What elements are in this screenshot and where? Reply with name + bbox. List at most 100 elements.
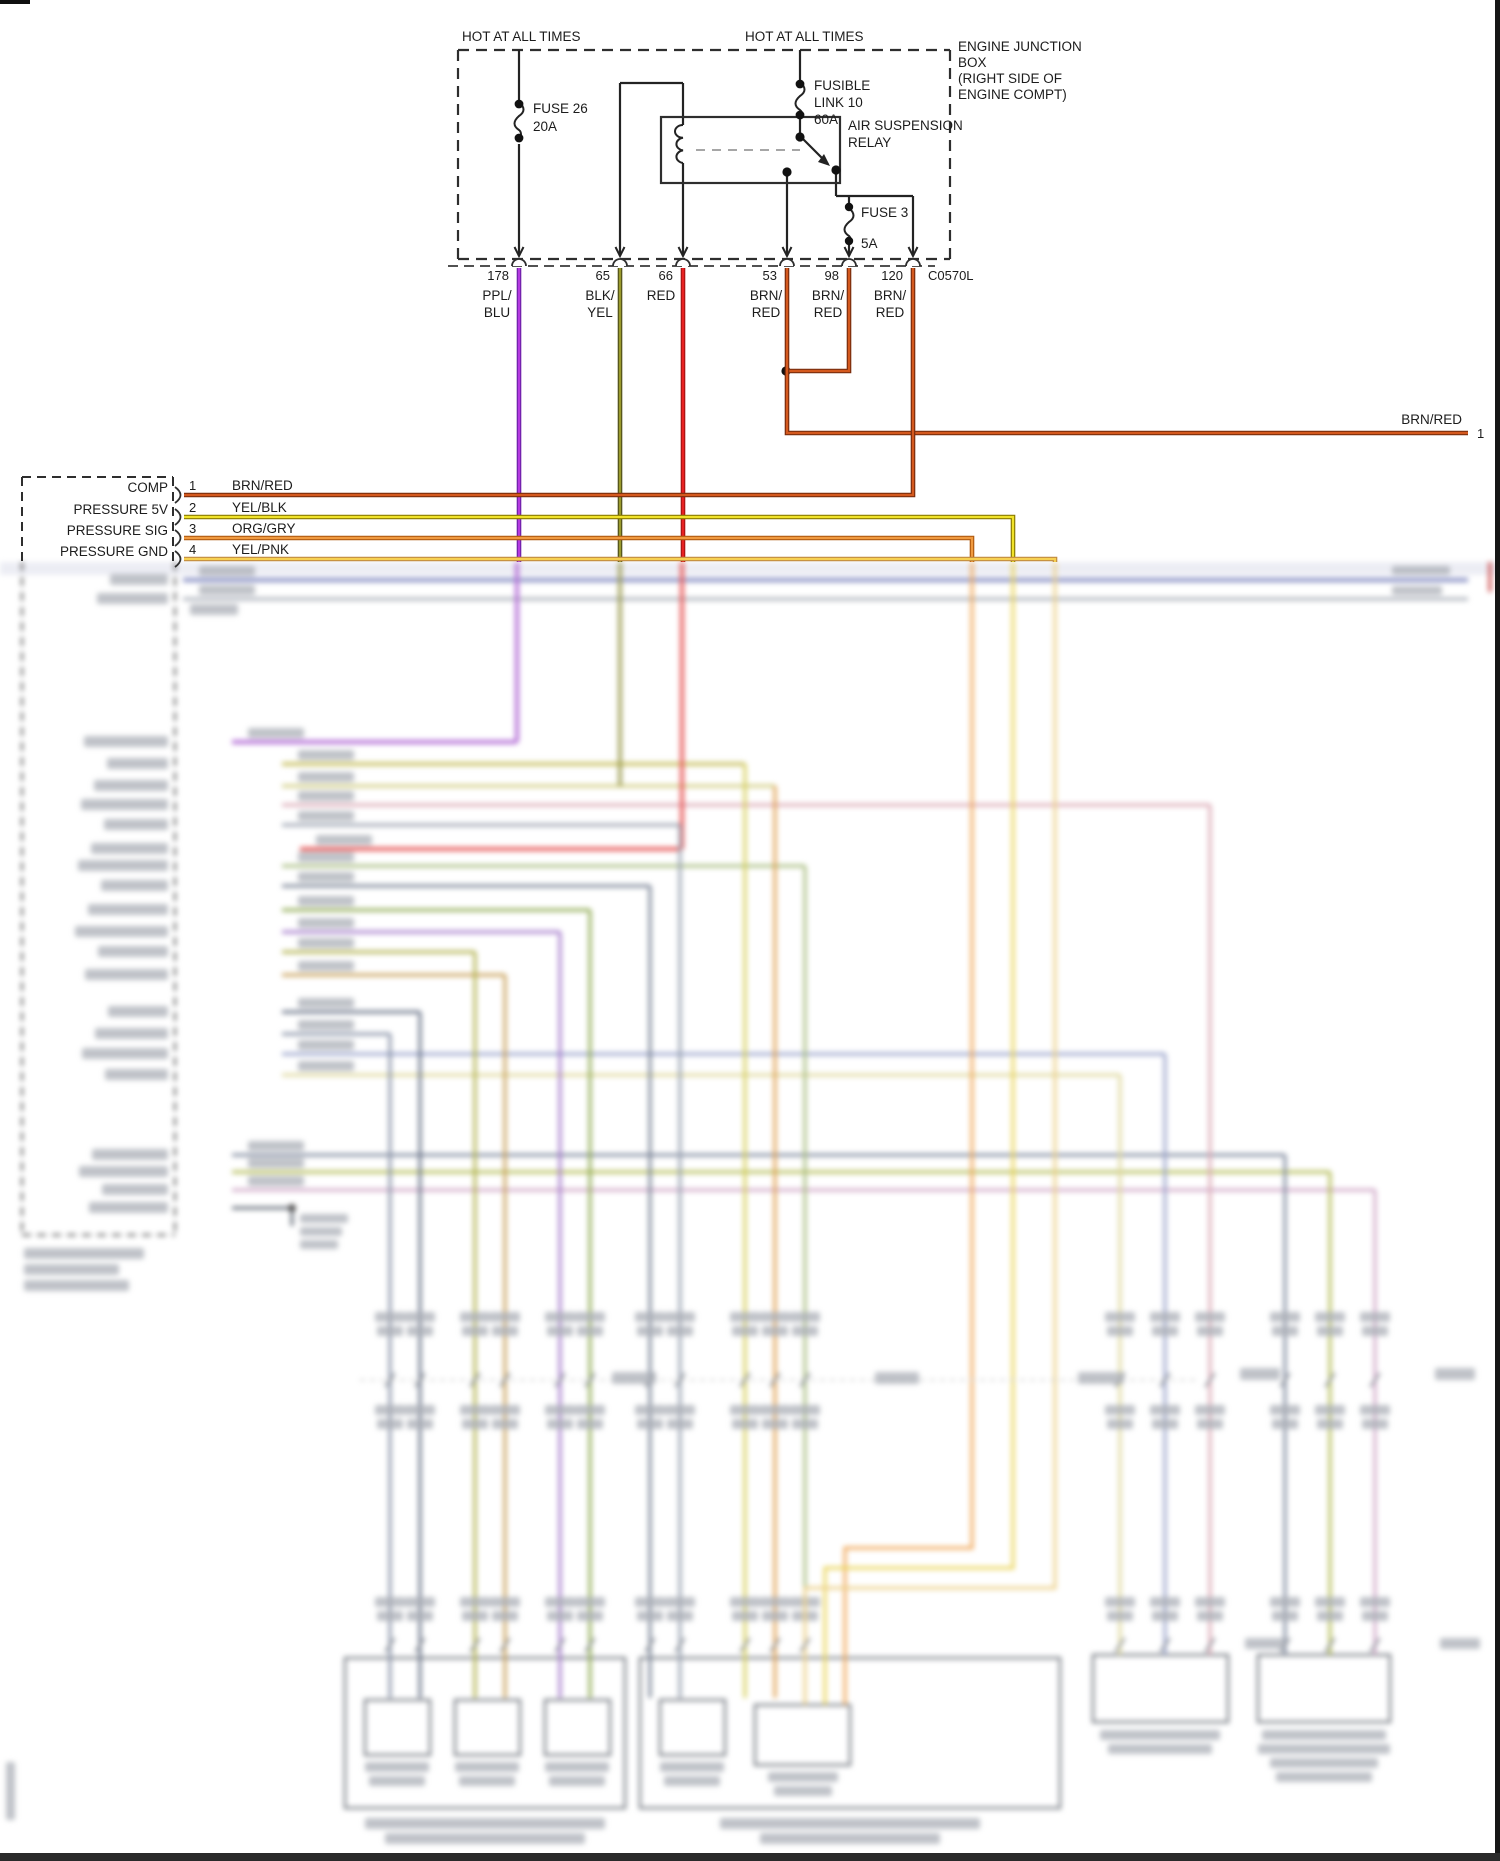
blurred-text-blob (75, 926, 168, 937)
blurred-text-blob (667, 1611, 693, 1621)
blurred-text-blob (1392, 586, 1442, 595)
blurred-text-blob (248, 1176, 304, 1186)
inline-connector-slash (1369, 1637, 1381, 1653)
module-wire-3-color: ORG/GRY (232, 521, 296, 536)
blurred-text-blob (635, 1597, 665, 1607)
blurred-text-blob (190, 604, 238, 615)
blurred-text-blob (79, 1166, 168, 1177)
blurred-text-blob (102, 1184, 168, 1195)
blurred-text-blob (575, 1405, 605, 1415)
blurred-text-blob (1315, 1597, 1345, 1607)
pin-66: 66 (659, 268, 673, 283)
blurred-text-blob (248, 1158, 304, 1168)
blurred-text-blob (1317, 1326, 1343, 1336)
blurred-text-blob (1258, 1744, 1390, 1754)
blurred-text-blob (792, 1419, 818, 1429)
blurred-text-blob (405, 1405, 435, 1415)
module-pin-pressure-5v: PRESSURE 5V (73, 502, 168, 517)
module-pin-2-number: 2 (189, 500, 196, 515)
blurred-text-blob (377, 1326, 403, 1336)
blurred-text-blob (316, 835, 372, 845)
blurred-text-blob (1152, 1326, 1178, 1336)
blurred-text-blob (1360, 1312, 1390, 1322)
relay-switch-arrowhead (818, 154, 830, 166)
blurred-text-blob (1105, 1597, 1135, 1607)
blurred-text-blob (455, 1762, 519, 1772)
blurred-text-blob (637, 1326, 663, 1336)
blurred-text-blob (298, 961, 354, 971)
wire-path (843, 562, 974, 1705)
blurred-text-blob (730, 1597, 760, 1607)
blurred-text-blob (492, 1326, 518, 1336)
blurred-text-blob (89, 1202, 168, 1213)
blurred-text-blob (667, 1419, 693, 1429)
blurred-text-blob (730, 1405, 760, 1415)
inline-connector-slash (554, 1372, 566, 1388)
junction-box-label-4: ENGINE COMPT) (958, 87, 1067, 102)
blurred-text-blob (1317, 1611, 1343, 1621)
blurred-text-blob (199, 585, 255, 595)
blurred-text-blob (768, 1772, 838, 1782)
blurred-text-blob (1315, 1405, 1345, 1415)
blurred-text-blob (1362, 1611, 1388, 1621)
blurred-text-blob (637, 1611, 663, 1621)
blurred-text-blob (1240, 1368, 1280, 1380)
blurred-text-blob (298, 918, 354, 928)
blurred-text-blob (298, 791, 354, 801)
module-box-outline (21, 476, 174, 562)
module-pin-1-number: 1 (189, 478, 196, 493)
junction-dot (288, 1204, 296, 1212)
wire-color-98-2: RED (814, 305, 843, 320)
blurred-text-blob (407, 1326, 433, 1336)
junction-box-label-2: BOX (958, 55, 987, 70)
blurred-text-blob (1360, 1405, 1390, 1415)
blurred-text-blob (547, 1419, 573, 1429)
blurred-text-blob (369, 1776, 425, 1786)
blurred-text-blob (1440, 1638, 1480, 1649)
wire-path (823, 562, 1015, 1705)
blurred-text-blob (665, 1405, 695, 1415)
blurred-text-blob (377, 1611, 403, 1621)
inline-connector-slash (1324, 1637, 1336, 1653)
blurred-text-blob (375, 1405, 405, 1415)
pin-53: 53 (763, 268, 777, 283)
blurred-text-blob (298, 1061, 354, 1071)
blurred-text-blob (1435, 1368, 1475, 1380)
blurred-text-blob (298, 811, 354, 821)
blurred-text-blob (1272, 1326, 1298, 1336)
blurred-text-blob (730, 1312, 760, 1322)
relay-label-1: AIR SUSPENSION (848, 118, 963, 133)
blurred-text-blob (1150, 1405, 1180, 1415)
blurred-text-blob (94, 780, 168, 791)
wire-color-53-1: BRN/ (750, 288, 783, 303)
blurred-text-blob (1100, 1730, 1220, 1740)
blurred-text-blob (365, 1762, 429, 1772)
hot-at-all-times-right: HOT AT ALL TIMES (745, 29, 864, 44)
inline-connector-slash (769, 1372, 781, 1388)
wire-color-120-1: BRN/ (874, 288, 907, 303)
blurred-text-blob (377, 1419, 403, 1429)
wire-color-178-2: BLU (484, 305, 510, 320)
blurred-text-blob (85, 969, 168, 980)
junction-box-label-3: (RIGHT SIDE OF (958, 71, 1062, 86)
blurred-text-blob (575, 1597, 605, 1607)
module-pin-pressure-gnd: PRESSURE GND (60, 544, 168, 559)
wire-color-66-1: RED (647, 288, 676, 303)
inline-connector-slash (414, 1372, 426, 1388)
component-box (638, 1656, 1062, 1810)
blurred-text-blob (24, 1248, 144, 1259)
blurred-text-blob (875, 1372, 919, 1384)
blurred-text-blob (298, 1040, 354, 1050)
blurred-text-blob (1152, 1419, 1178, 1429)
fuse26-rating: 20A (533, 119, 557, 134)
inline-connector-slash (1114, 1637, 1126, 1653)
blurred-text-blob (462, 1611, 488, 1621)
fusible-link-label-1: FUSIBLE (814, 78, 870, 93)
blurred-text-blob (98, 946, 168, 957)
blurred-text-blob (612, 1372, 656, 1384)
blurred-text-blob (1195, 1597, 1225, 1607)
component-box (363, 1698, 432, 1757)
component-box (543, 1698, 612, 1757)
blurred-text-blob (104, 819, 168, 830)
junction-box-label-1: ENGINE JUNCTION (958, 39, 1082, 54)
